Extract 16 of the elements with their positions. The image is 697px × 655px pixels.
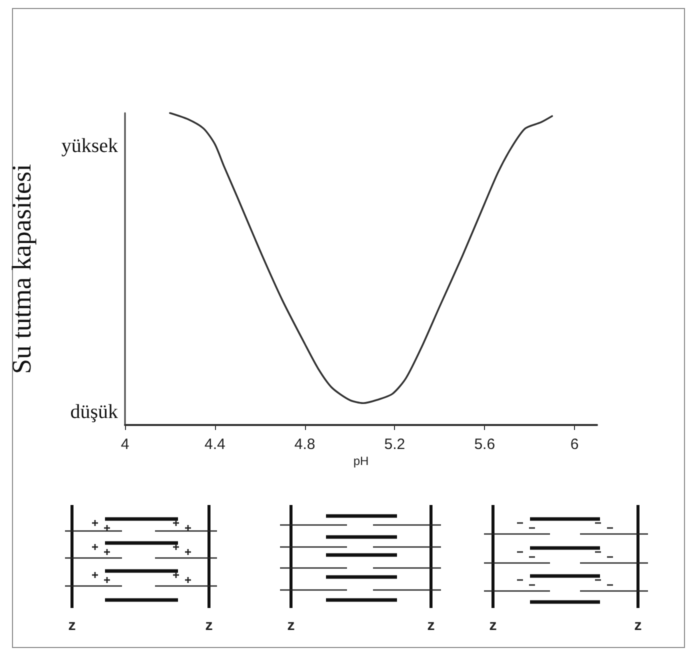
text: düşük (70, 401, 118, 423)
text: z (427, 617, 435, 634)
x-tick-label: 4.8 (294, 436, 316, 453)
x-tick-label: 4 (120, 436, 130, 453)
text: z (634, 617, 642, 634)
text: yüksek (61, 135, 118, 157)
x-axis-title: pH (353, 454, 369, 468)
x-tick-label: 4.4 (204, 436, 226, 453)
x-tick-label: 5.2 (384, 436, 406, 453)
text: z (68, 617, 76, 634)
text: z (489, 617, 497, 634)
x-tick-label: 5.6 (474, 436, 496, 453)
text: z (287, 617, 295, 634)
x-tick-label: 6 (570, 436, 579, 453)
y-axis-title: Su tutma kapasitesi (6, 164, 36, 374)
text: z (205, 617, 213, 634)
